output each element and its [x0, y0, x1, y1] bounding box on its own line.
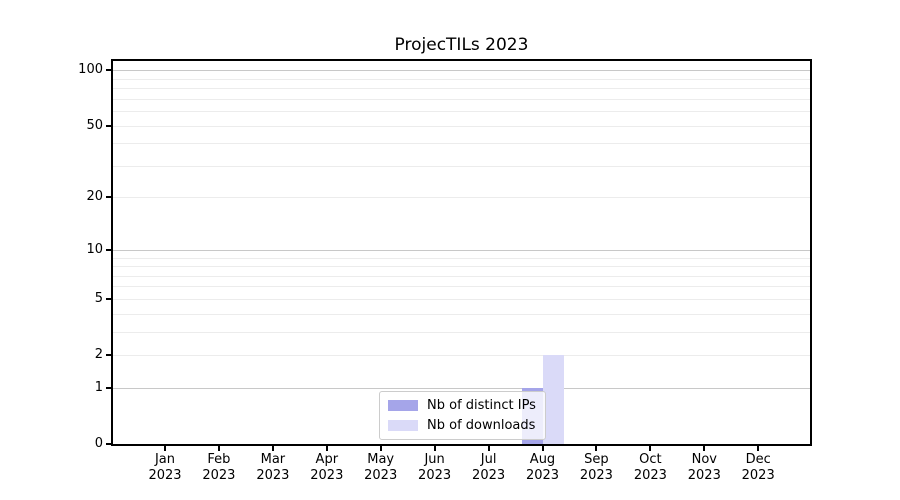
- x-label-month: Oct: [639, 452, 662, 467]
- y-axis-tick-label: 100: [78, 62, 103, 78]
- gridline-major: [113, 70, 810, 72]
- legend-item-distinct-ips: Nb of distinct IPs: [388, 397, 536, 413]
- x-label-year: 2023: [741, 468, 775, 483]
- x-axis-tick-label: Feb 2023: [188, 452, 250, 484]
- x-axis-tick-label: Apr 2023: [296, 452, 358, 484]
- gridline-minor: [113, 78, 810, 80]
- y-axis-tick: [106, 69, 111, 72]
- y-axis-tick: [106, 443, 111, 445]
- chart-title: ProjecTILs 2023: [394, 35, 529, 55]
- y-axis-tick-label: 50: [86, 117, 103, 133]
- x-label-month: Nov: [691, 452, 717, 467]
- gridline-minor: [113, 165, 810, 167]
- gridline-minor: [113, 98, 810, 100]
- gridline-minor: [113, 275, 810, 277]
- y-axis-tick: [106, 386, 111, 389]
- legend-label-distinct-ips: Nb of distinct IPs: [427, 397, 536, 413]
- gridline-minor: [113, 266, 810, 267]
- x-label-month: Dec: [745, 452, 771, 467]
- y-axis-tick-label: 1: [94, 379, 103, 395]
- y-axis-tick: [106, 354, 111, 356]
- x-axis-tick-label: Oct 2023: [619, 452, 681, 484]
- x-axis-tick: [271, 446, 274, 451]
- x-axis-tick-label: Dec 2023: [727, 452, 789, 484]
- x-label-month: Apr: [315, 452, 339, 467]
- x-axis-tick: [541, 446, 544, 451]
- x-axis-tick: [595, 446, 598, 451]
- x-label-month: Jul: [480, 452, 497, 467]
- y-axis-tick-label: 5: [94, 290, 103, 306]
- x-label-month: May: [367, 452, 395, 467]
- x-axis-tick: [703, 446, 706, 451]
- x-axis-tick-label: May 2023: [350, 452, 412, 484]
- y-axis-tick: [106, 248, 111, 251]
- x-axis-tick: [379, 446, 382, 451]
- y-axis-tick: [106, 196, 111, 199]
- gridline-minor: [113, 298, 810, 300]
- x-label-year: 2023: [525, 468, 560, 483]
- gridline-major: [113, 249, 810, 251]
- x-label-year: 2023: [310, 468, 344, 483]
- x-label-month: Jun: [424, 452, 445, 467]
- y-axis-tick-label: 0: [94, 436, 103, 451]
- y-axis-tick: [106, 124, 111, 127]
- x-label-month: Jan: [154, 452, 176, 467]
- x-axis-tick-label: Jun 2023: [404, 452, 466, 484]
- x-label-year: 2023: [364, 468, 398, 483]
- gridline-minor: [113, 257, 810, 259]
- x-label-month: Mar: [260, 452, 286, 467]
- gridline-minor: [113, 88, 810, 89]
- plot-area: 0 1 2 5 10 20 50 100 Jan 2023 Feb 2023 Mar 2023 Apr 202…: [78, 59, 812, 483]
- x-label-year: 2023: [579, 468, 613, 483]
- x-label-year: 2023: [687, 468, 721, 483]
- gridline-minor: [113, 111, 810, 112]
- y-axis-tick-label: 10: [86, 241, 103, 257]
- x-label-year: 2023: [148, 468, 182, 483]
- legend-label-downloads: Nb of downloads: [427, 417, 536, 433]
- gridline-minor: [113, 125, 810, 127]
- x-label-month: Sep: [584, 452, 609, 467]
- x-label-year: 2023: [418, 468, 452, 483]
- legend: Nb of distinct IPs Nb of downloads: [379, 391, 546, 440]
- gridline-minor: [113, 143, 810, 145]
- y-axis-tick-label: 20: [86, 189, 103, 205]
- x-axis-tick-label: Jul 2023: [458, 452, 520, 484]
- x-axis-tick-label: Aug 2023: [512, 452, 574, 484]
- x-label-year: 2023: [472, 468, 506, 483]
- x-label-year: 2023: [633, 468, 667, 483]
- x-label-year: 2023: [256, 468, 290, 483]
- x-axis-tick: [217, 446, 220, 451]
- bar-downloads-aug-2023: [542, 355, 564, 444]
- gridline-major: [113, 387, 810, 389]
- x-label-month: Feb: [207, 452, 231, 467]
- x-axis-tick: [325, 446, 328, 451]
- x-axis-tick-label: Jan 2023: [134, 452, 196, 484]
- gridline-minor: [113, 286, 810, 288]
- x-axis-tick: [487, 446, 490, 451]
- gridline-minor: [113, 355, 810, 356]
- legend-swatch-distinct-ips-icon: [388, 399, 418, 411]
- legend-swatch-downloads-icon: [388, 419, 418, 431]
- x-axis-tick-label: Nov 2023: [673, 452, 735, 484]
- gridline-minor: [113, 197, 810, 199]
- x-axis-tick: [433, 446, 436, 451]
- legend-item-downloads: Nb of downloads: [388, 417, 536, 433]
- gridline-minor: [113, 313, 810, 315]
- y-axis-tick-label: 2: [94, 347, 103, 362]
- x-axis-tick-label: Sep 2023: [565, 452, 627, 484]
- gridline-minor: [113, 331, 810, 333]
- x-label-month: Aug: [529, 452, 556, 467]
- x-axis-tick: [164, 446, 166, 451]
- x-axis-tick: [757, 446, 760, 451]
- x-axis-tick: [649, 446, 652, 451]
- y-axis-tick: [106, 297, 111, 300]
- x-axis-tick-label: Mar 2023: [242, 452, 304, 484]
- x-label-year: 2023: [202, 468, 236, 483]
